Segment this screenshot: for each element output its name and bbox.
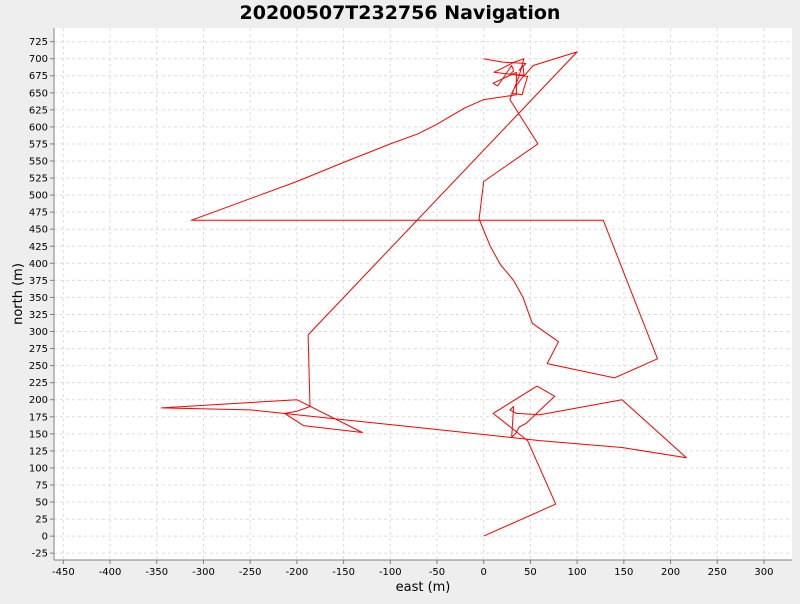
y-tick-label: 700 bbox=[29, 54, 48, 65]
y-tick-label: 375 bbox=[29, 276, 48, 287]
x-tick-label: -400 bbox=[99, 567, 122, 578]
y-tick-label: 275 bbox=[29, 344, 48, 355]
x-tick-label: -100 bbox=[379, 567, 402, 578]
x-tick-label: -250 bbox=[239, 567, 262, 578]
y-tick-label: 575 bbox=[29, 139, 48, 150]
y-tick-label: 425 bbox=[29, 242, 48, 253]
y-tick-label: 325 bbox=[29, 310, 48, 321]
navigation-track-line bbox=[160, 51, 687, 537]
plot-area bbox=[54, 28, 792, 560]
x-tick-label: 200 bbox=[661, 567, 680, 578]
y-tick-label: 650 bbox=[29, 88, 48, 99]
x-axis-label: east (m) bbox=[396, 580, 451, 595]
x-tick-label: -200 bbox=[286, 567, 309, 578]
y-tick-label: 0 bbox=[42, 532, 48, 543]
y-tick-label: 725 bbox=[29, 37, 48, 48]
x-tick-label: -150 bbox=[332, 567, 355, 578]
y-tick-label: -25 bbox=[32, 549, 48, 560]
y-tick-label: 125 bbox=[29, 446, 48, 457]
series-layer bbox=[160, 51, 687, 537]
y-tick-label: 400 bbox=[29, 259, 48, 270]
x-tick-label: -450 bbox=[52, 567, 75, 578]
y-tick-label: 350 bbox=[29, 293, 48, 304]
y-tick-label: 550 bbox=[29, 157, 48, 168]
y-tick-label: 225 bbox=[29, 378, 48, 389]
x-tick-label: 50 bbox=[524, 567, 537, 578]
x-tick-label: 0 bbox=[481, 567, 487, 578]
y-tick-label: 25 bbox=[35, 515, 48, 526]
y-tick-label: 150 bbox=[29, 429, 48, 440]
y-tick-label: 100 bbox=[29, 463, 48, 474]
y-tick-label: 625 bbox=[29, 105, 48, 116]
y-tick-label: 250 bbox=[29, 361, 48, 372]
grid-layer bbox=[54, 28, 792, 560]
y-tick-label: 600 bbox=[29, 122, 48, 133]
y-tick-label: 525 bbox=[29, 174, 48, 185]
x-tick-label: 150 bbox=[614, 567, 633, 578]
x-tick-label: 300 bbox=[754, 567, 773, 578]
y-tick-label: 175 bbox=[29, 412, 48, 423]
x-tick-label: 100 bbox=[568, 567, 587, 578]
y-tick-label: 450 bbox=[29, 225, 48, 236]
y-tick-label: 50 bbox=[35, 498, 48, 509]
y-tick-label: 200 bbox=[29, 395, 48, 406]
chart-title: 20200507T232756 Navigation bbox=[240, 2, 561, 24]
x-tick-label: -350 bbox=[145, 567, 168, 578]
axis-layer: -450 -400 -350 -300 -250 -200 -150 -100 -50 0 50 10… bbox=[29, 28, 792, 578]
y-tick-label: 300 bbox=[29, 327, 48, 338]
x-tick-label: -50 bbox=[429, 567, 445, 578]
x-tick-label: 250 bbox=[708, 567, 727, 578]
y-tick-label: 75 bbox=[35, 480, 48, 491]
y-tick-label: 675 bbox=[29, 71, 48, 82]
y-tick-label: 475 bbox=[29, 208, 48, 219]
y-axis-label: north (m) bbox=[11, 263, 26, 325]
y-tick-label: 500 bbox=[29, 191, 48, 202]
x-tick-label: -300 bbox=[192, 567, 215, 578]
